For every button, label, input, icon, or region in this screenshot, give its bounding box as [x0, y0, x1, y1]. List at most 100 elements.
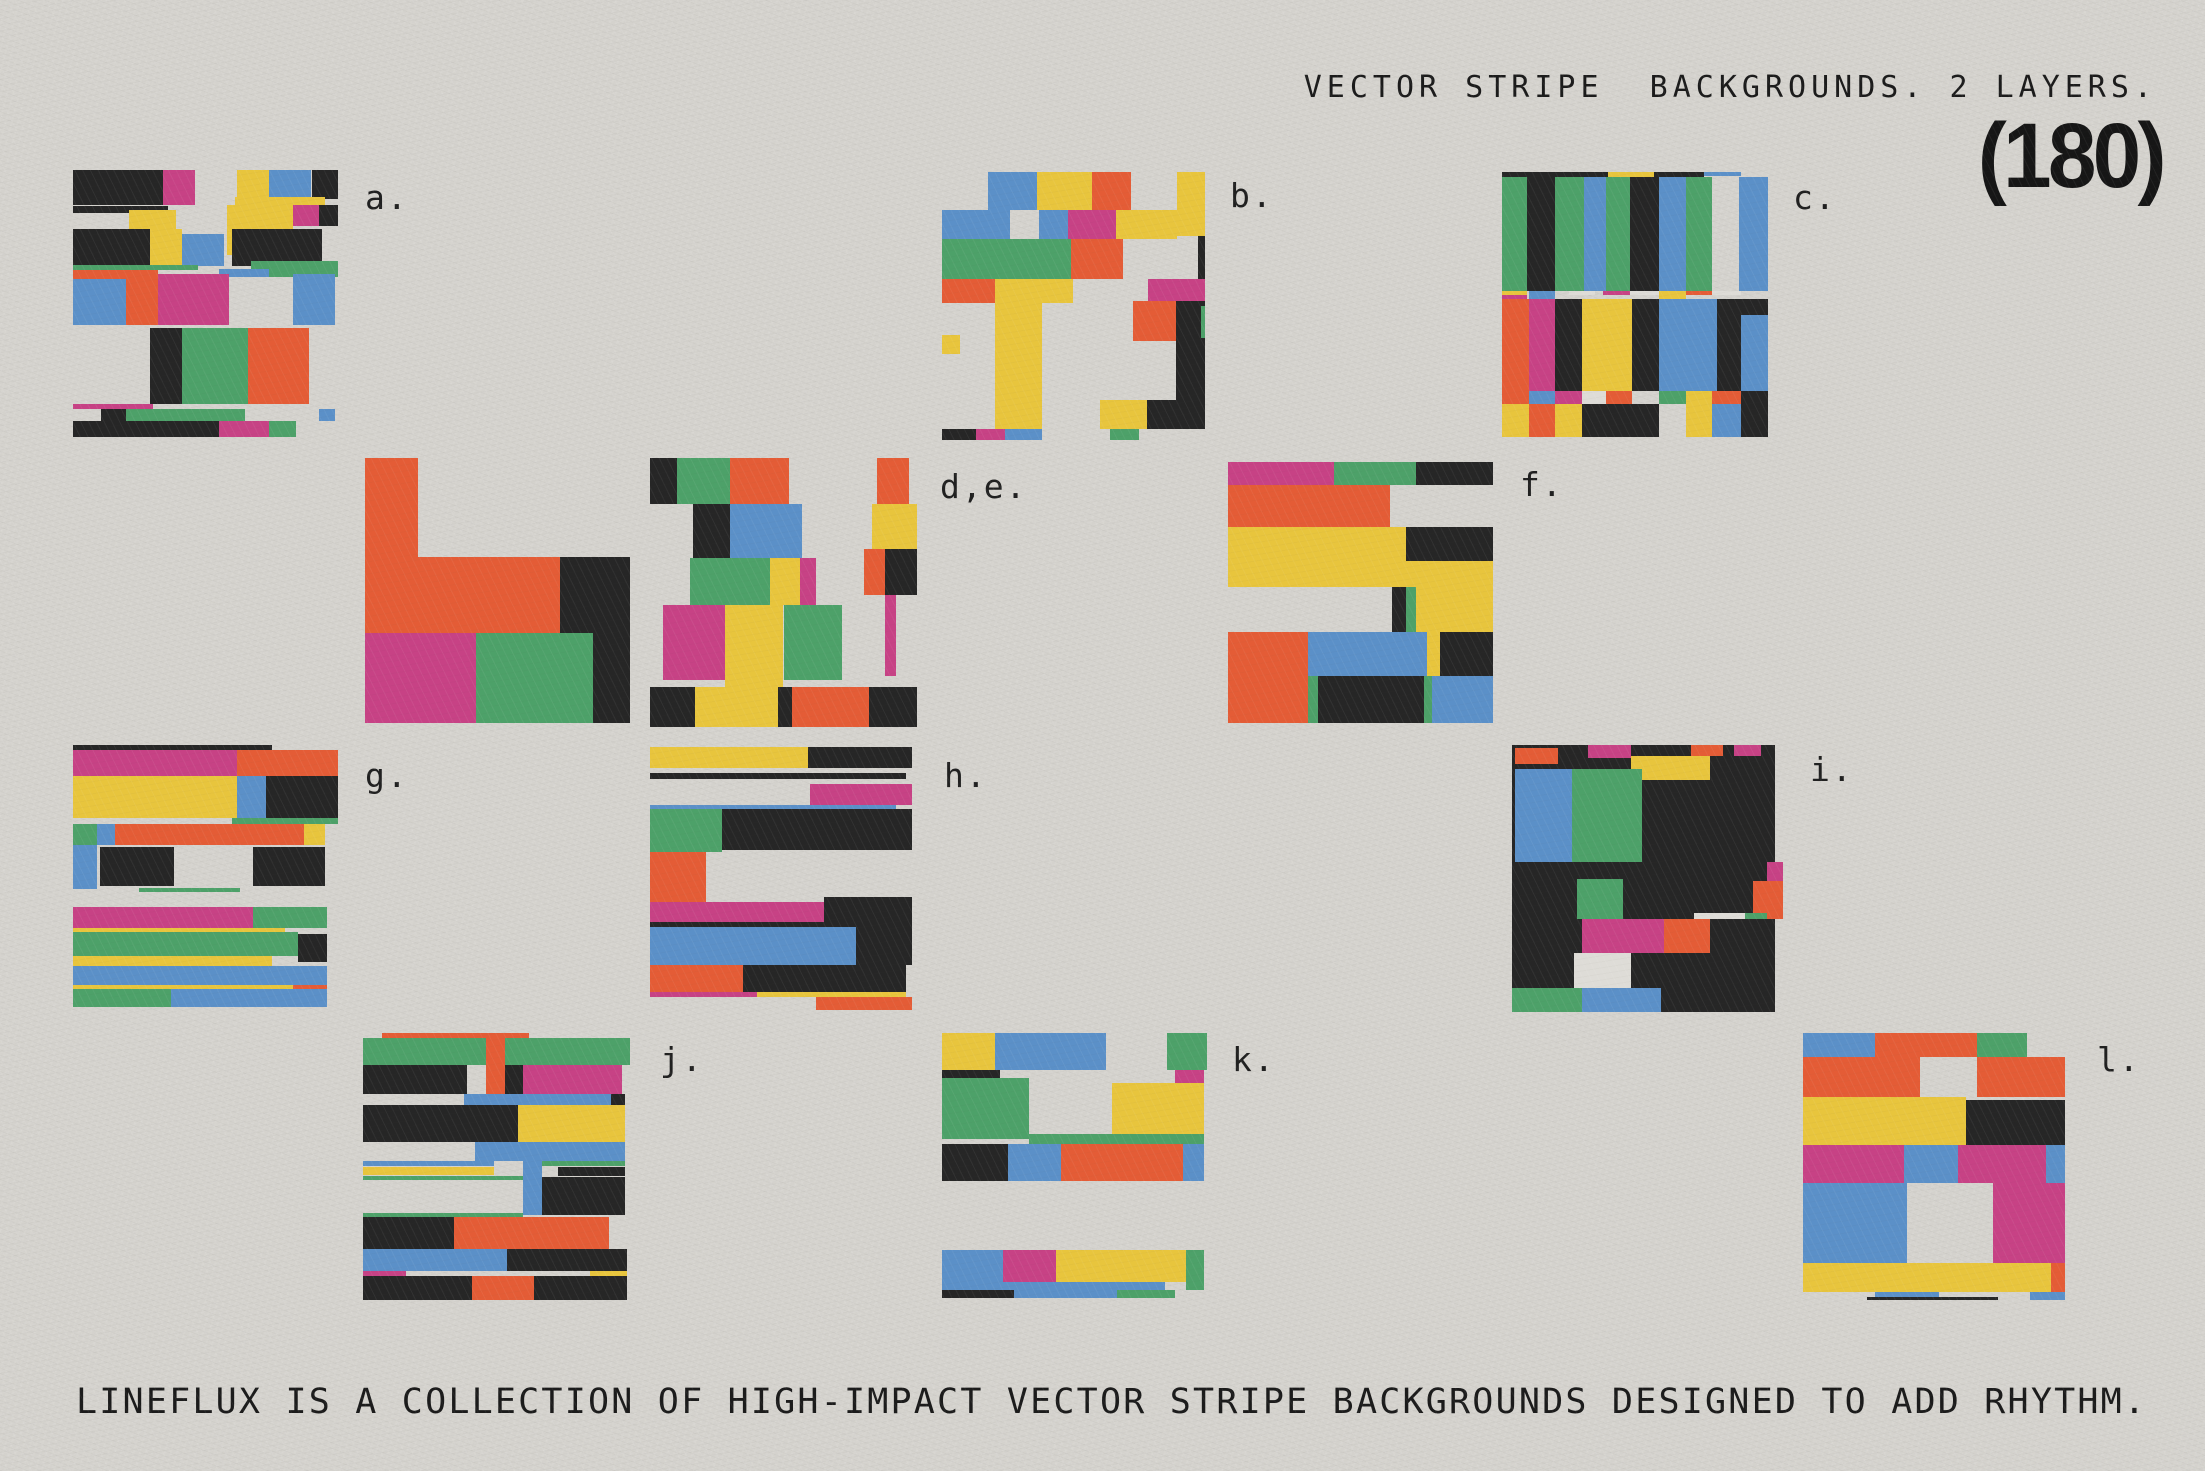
pattern-rect	[237, 776, 267, 819]
pattern-rect	[650, 773, 907, 779]
pattern-rect	[1704, 172, 1742, 177]
pattern-rect	[73, 955, 272, 967]
pattern-rect	[96, 823, 116, 845]
pattern-rect	[1658, 290, 1686, 300]
pattern-rect	[1605, 390, 1633, 405]
pattern-rect	[1175, 1070, 1205, 1084]
pattern-rect	[472, 1275, 534, 1300]
pattern-rect	[1528, 290, 1556, 300]
pattern-rect	[559, 557, 630, 633]
pattern-rect	[995, 1033, 1107, 1071]
pattern-rect	[1712, 390, 1742, 405]
pattern-rect	[1228, 485, 1390, 528]
pattern-rect	[1803, 1145, 1905, 1183]
pattern-rect	[453, 1217, 609, 1250]
pattern-rect	[650, 747, 808, 769]
pattern-tile-c	[1502, 172, 1768, 442]
pattern-rect	[2029, 1291, 2065, 1300]
pattern-tile-e	[650, 458, 917, 727]
pattern-rect	[1502, 177, 1528, 291]
pattern-rect	[1070, 239, 1124, 280]
pattern-rect	[181, 327, 248, 404]
pattern-rect	[171, 988, 328, 1007]
pattern-rect	[1693, 913, 1746, 919]
pattern-rect	[523, 1161, 542, 1215]
pattern-rect	[363, 1213, 524, 1218]
pattern-rect	[303, 823, 325, 845]
pattern-rect	[464, 1094, 612, 1106]
pattern-rect	[756, 991, 907, 997]
pattern-rect	[1555, 404, 1582, 437]
pattern-rect	[650, 902, 824, 922]
item-count: (180)	[1977, 105, 2167, 207]
pattern-rect	[1867, 1297, 1998, 1300]
tile-label-g: g.	[365, 756, 409, 795]
pattern-rect	[73, 270, 137, 281]
pattern-rect	[363, 1175, 524, 1180]
pattern-rect	[823, 896, 912, 922]
pattern-rect	[1201, 306, 1205, 339]
pattern-rect	[1629, 290, 1659, 296]
pattern-rect	[363, 1166, 494, 1175]
pattern-rect	[1803, 1097, 1966, 1146]
pattern-rect	[1766, 862, 1783, 882]
pattern-rect	[126, 408, 246, 421]
pattern-rect	[1132, 300, 1177, 341]
pattern-rect	[871, 503, 917, 550]
pattern-rect	[1228, 462, 1334, 486]
pattern-tile-g	[73, 745, 338, 1007]
pattern-rect	[1392, 587, 1406, 632]
pattern-tile-f	[1228, 462, 1493, 723]
pattern-rect	[650, 458, 677, 504]
pattern-rect	[557, 1166, 625, 1176]
tile-label-f: f.	[1520, 465, 1564, 504]
pattern-rect	[1183, 1144, 1205, 1182]
pattern-rect	[676, 458, 731, 504]
pattern-rect	[365, 458, 418, 558]
pattern-rect	[1631, 755, 1710, 780]
pattern-rect	[994, 303, 1042, 430]
pattern-rect	[942, 429, 977, 440]
pattern-rect	[1167, 1033, 1207, 1071]
pattern-rect	[365, 557, 560, 633]
pattern-rect	[1582, 987, 1662, 1012]
pattern-rect	[319, 408, 336, 421]
pattern-rect	[1110, 429, 1140, 440]
tile-label-h: h.	[944, 756, 988, 795]
pattern-rect	[988, 172, 1037, 210]
pattern-rect	[1528, 390, 1556, 405]
page-title: VECTOR STRIPE BACKGROUNDS. 2 LAYERS.	[1303, 70, 2157, 105]
pattern-rect	[237, 170, 270, 200]
pattern-rect	[942, 1282, 1165, 1291]
pattern-rect	[1334, 462, 1417, 486]
pattern-rect	[650, 808, 723, 853]
pattern-rect	[73, 966, 328, 985]
pattern-rect	[311, 170, 338, 200]
pattern-rect	[611, 1094, 625, 1106]
pattern-rect	[994, 279, 1074, 304]
pattern-rect	[807, 747, 912, 769]
pattern-rect	[1587, 745, 1632, 759]
pattern-rect	[1577, 878, 1624, 919]
pattern-rect	[1426, 631, 1440, 676]
pattern-rect	[298, 933, 328, 963]
pattern-rect	[810, 783, 912, 805]
tile-label-e: d,e.	[940, 467, 1028, 506]
pattern-rect	[99, 847, 174, 887]
pattern-rect	[942, 1033, 995, 1071]
pattern-rect	[942, 1290, 1014, 1298]
pattern-rect	[73, 750, 238, 777]
pattern-rect	[269, 170, 312, 200]
pattern-rect	[126, 270, 158, 325]
pattern-rect	[695, 686, 779, 727]
pattern-rect	[876, 458, 909, 504]
pattern-rect	[292, 204, 323, 227]
pattern-rect	[292, 984, 328, 989]
pattern-rect	[1717, 298, 1742, 391]
pattern-rect	[115, 823, 304, 845]
pattern-rect	[253, 847, 325, 887]
pattern-rect	[1514, 769, 1572, 863]
pattern-rect	[692, 503, 731, 558]
pattern-rect	[1738, 177, 1768, 291]
